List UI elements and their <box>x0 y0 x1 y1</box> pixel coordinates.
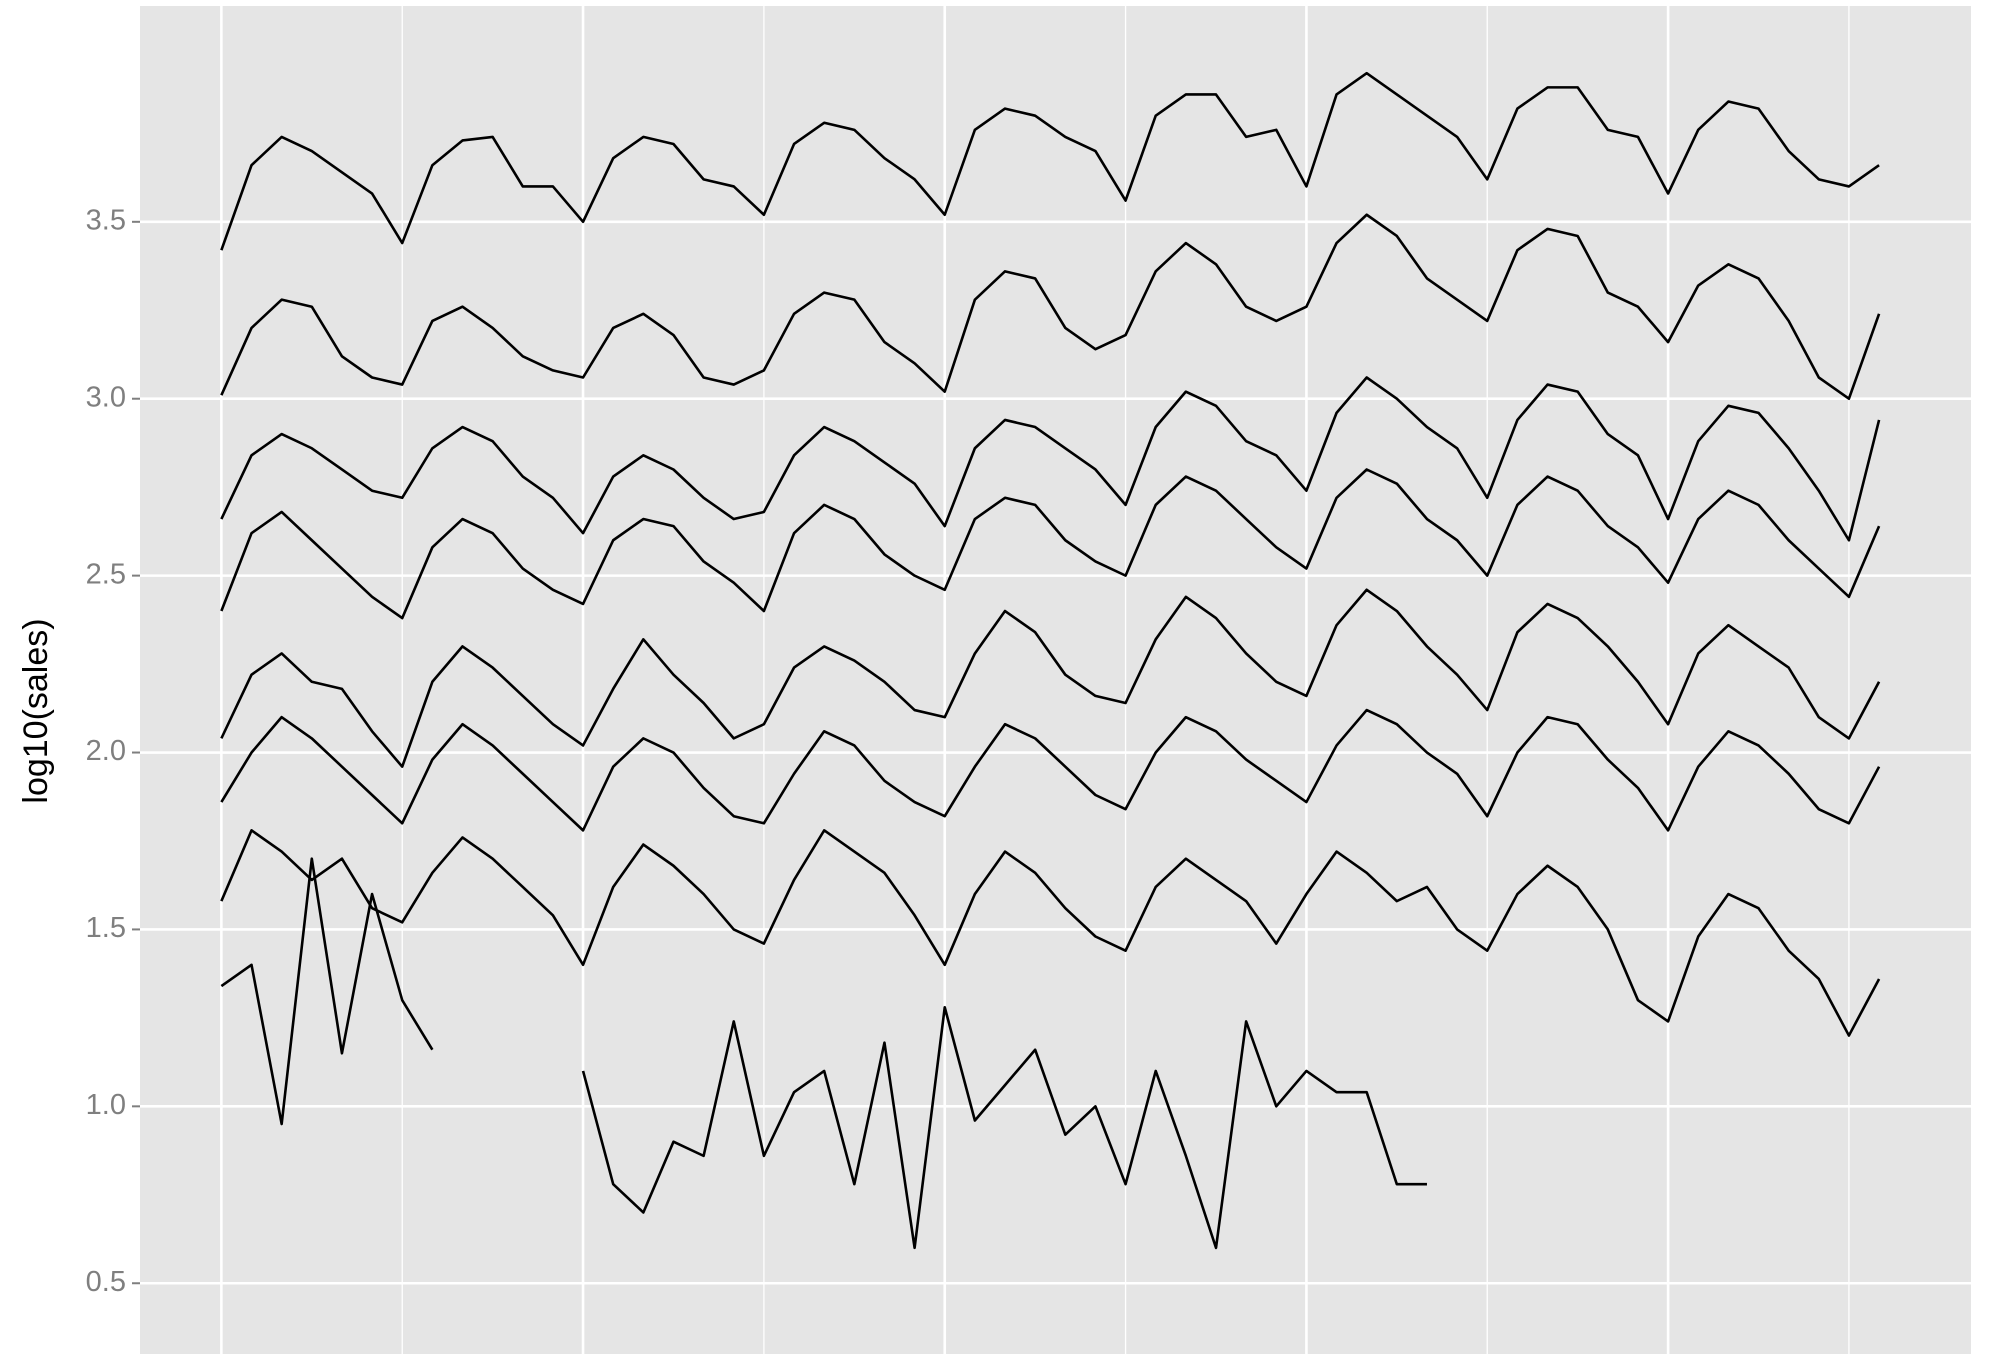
plot-panel <box>140 6 1971 1354</box>
series-line <box>220 708 1881 832</box>
series-line <box>581 1005 1427 1250</box>
y-tick-label: 1.0 <box>86 1089 126 1121</box>
y-tick-label: 3.5 <box>86 204 126 236</box>
y-tick-label: 1.5 <box>86 912 126 944</box>
y-tick-label: 0.5 <box>86 1266 126 1298</box>
y-axis-title: log10(sales) <box>17 618 55 803</box>
y-tick-label: 3.0 <box>86 381 126 413</box>
series-line <box>220 829 1881 1037</box>
series-line <box>220 588 1881 768</box>
series-line <box>220 468 1881 620</box>
series-line <box>220 213 1881 401</box>
y-tick-label: 2.5 <box>86 558 126 590</box>
series-line <box>220 376 1881 542</box>
series-line <box>220 857 434 1126</box>
y-tick-label: 2.0 <box>86 735 126 767</box>
series-line <box>220 71 1880 251</box>
